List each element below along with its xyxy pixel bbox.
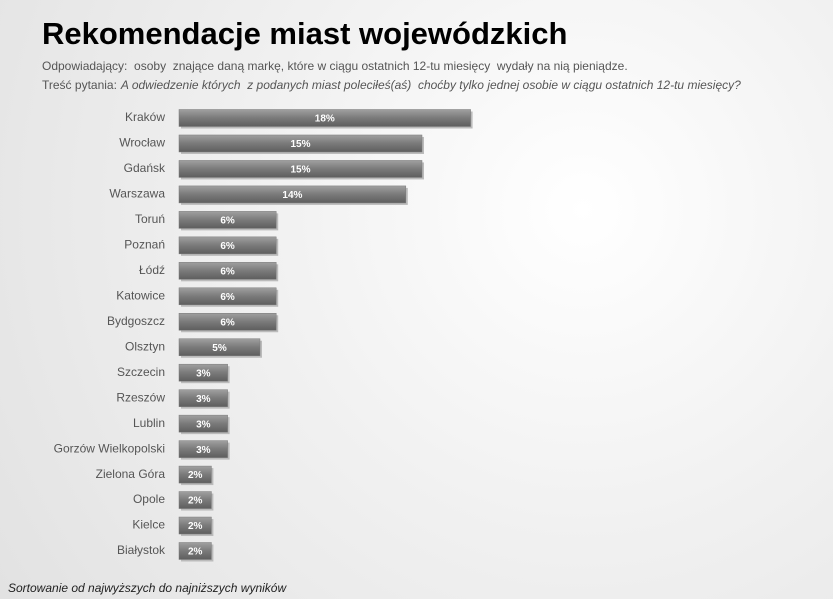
bar — [178, 338, 261, 356]
question: Treść pytania: A odwiedzenie których z po… — [42, 78, 741, 92]
value-label: 3% — [196, 419, 211, 430]
bar — [178, 465, 212, 484]
value-label: 15% — [290, 139, 310, 150]
category-label: Olsztyn — [125, 339, 165, 353]
bar — [178, 389, 228, 407]
bar — [178, 211, 277, 229]
bar — [178, 491, 212, 509]
question-text: A odwiedzenie których z podanych miast p… — [120, 78, 741, 92]
value-label: 2% — [188, 496, 203, 507]
category-label: Toruń — [135, 212, 165, 226]
bar — [178, 160, 423, 178]
category-label: Gdańsk — [124, 161, 166, 175]
value-label: 6% — [220, 216, 235, 227]
value-label: 6% — [220, 241, 235, 252]
value-label: 2% — [188, 521, 203, 532]
category-label: Kielce — [132, 518, 165, 532]
category-label: Białystok — [117, 543, 166, 557]
bar — [178, 185, 407, 204]
category-label: Zielona Góra — [96, 467, 166, 481]
value-label: 14% — [282, 190, 302, 201]
value-label: 2% — [188, 547, 203, 558]
category-label: Opole — [133, 492, 165, 506]
value-label: 18% — [315, 114, 335, 125]
category-label: Warszawa — [109, 187, 165, 201]
value-label: 3% — [196, 394, 211, 405]
bar — [178, 313, 277, 331]
chart-title: Rekomendacje miast wojewódzkich — [42, 16, 567, 51]
bar — [178, 287, 277, 306]
value-label: 2% — [188, 470, 203, 481]
category-label: Wrocław — [119, 136, 165, 150]
bar — [178, 109, 471, 127]
value-label: 3% — [196, 445, 211, 456]
category-label: Kraków — [125, 110, 165, 124]
bar — [178, 363, 228, 382]
value-label: 6% — [220, 292, 235, 303]
category-label: Rzeszów — [116, 390, 165, 404]
category-label: Bydgoszcz — [107, 314, 165, 328]
value-label: 5% — [212, 343, 227, 354]
category-label: Szczecin — [117, 365, 165, 379]
bar — [178, 440, 228, 458]
category-label: Gorzów Wielkopolski — [54, 441, 165, 455]
category-label: Katowice — [116, 288, 165, 302]
bar — [178, 236, 277, 255]
footnote: Sortowanie od najwyższych do najniższych… — [8, 581, 287, 595]
value-label: 6% — [220, 266, 235, 277]
question-label: Treść pytania: — [42, 78, 117, 92]
category-label: Poznań — [124, 238, 165, 252]
bar — [178, 414, 228, 433]
value-label: 6% — [220, 317, 235, 328]
value-label: 15% — [290, 165, 310, 176]
bar — [178, 542, 212, 560]
category-label: Lublin — [133, 416, 165, 430]
bar — [178, 516, 212, 535]
bar — [178, 134, 423, 153]
category-label: Łódź — [139, 263, 165, 277]
subtitle: Odpowiadający: osoby znające daną markę,… — [42, 59, 628, 73]
bar — [178, 262, 277, 280]
value-label: 3% — [196, 368, 211, 379]
